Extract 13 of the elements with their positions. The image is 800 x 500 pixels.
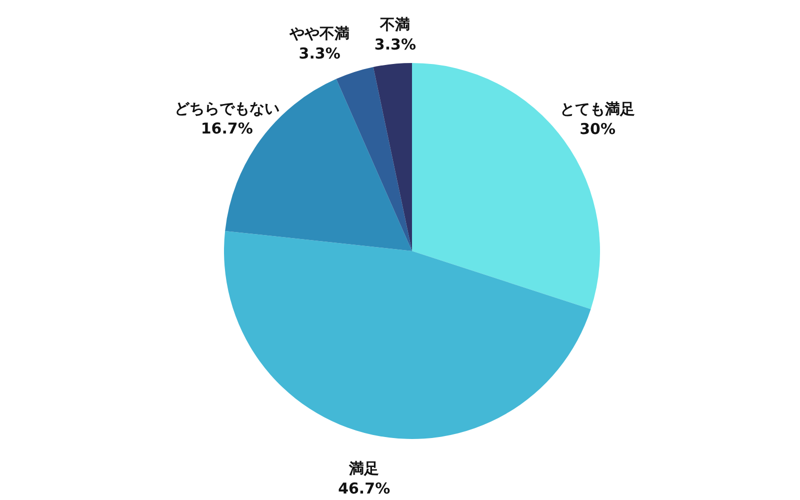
- data-label: 3.3%: [298, 44, 340, 63]
- data-label: 46.7%: [338, 479, 390, 498]
- data-label: 16.7%: [200, 120, 253, 138]
- slice-label: やや不満: [288, 24, 350, 43]
- pie-slice: [336, 67, 412, 251]
- pie-slice: [373, 63, 412, 251]
- data-label: 3.3%: [374, 36, 416, 54]
- pie-slice: [224, 230, 591, 439]
- slice-label: とても満足: [560, 100, 636, 118]
- slice-label: 満足: [348, 459, 380, 478]
- slice-label: 不満: [379, 16, 410, 34]
- slice-label: どちらでもない: [174, 100, 280, 118]
- data-label: 30%: [580, 120, 616, 138]
